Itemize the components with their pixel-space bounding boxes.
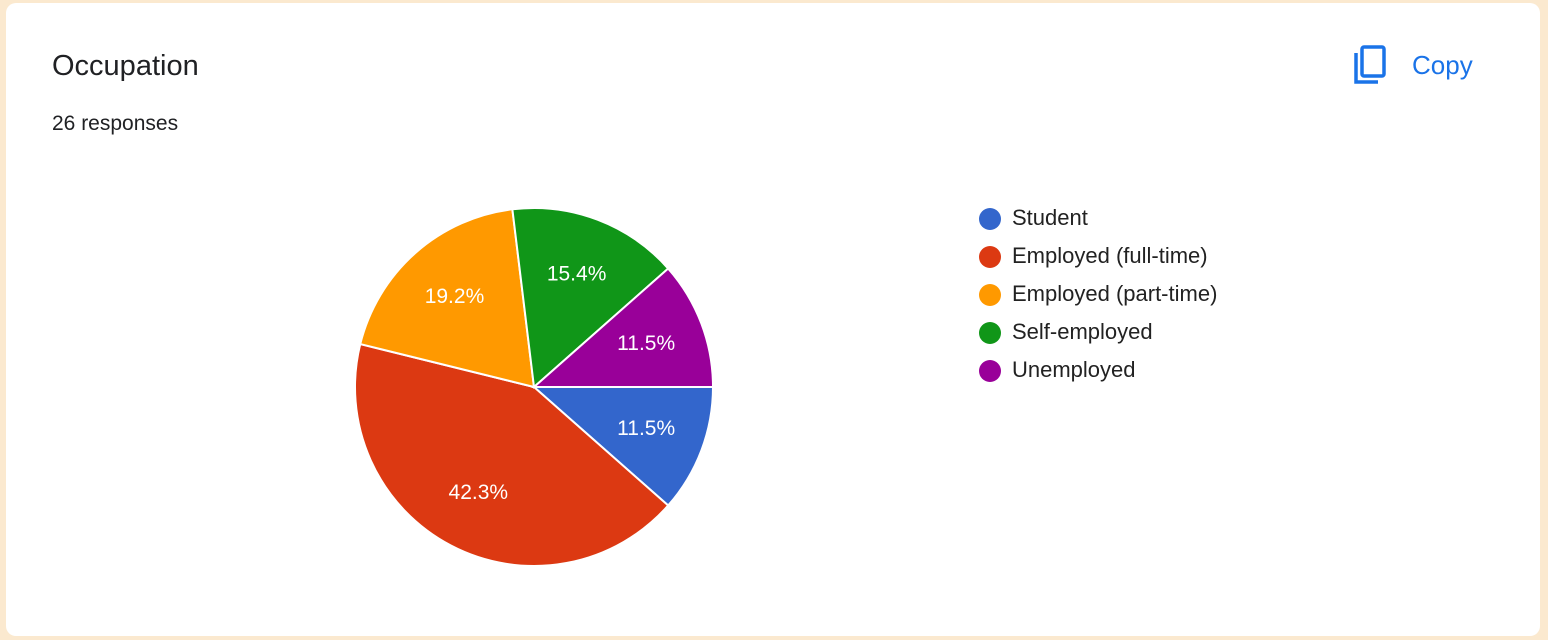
legend-swatch xyxy=(979,208,1001,230)
card: Occupation 26 responses Copy xyxy=(6,3,1540,636)
chart-title: Occupation xyxy=(52,50,199,82)
legend-label: Employed (part-time) xyxy=(1012,281,1217,306)
pie-slice xyxy=(531,267,715,388)
slice-label: 42.3% xyxy=(449,481,509,504)
legend-label: Employed (full-time) xyxy=(1012,243,1208,268)
pie-slice xyxy=(354,342,670,567)
slice-label: 19.2% xyxy=(425,285,485,308)
legend-label: Unemployed xyxy=(1012,357,1136,382)
slice-label: 15.4% xyxy=(547,262,607,285)
legend-swatch xyxy=(979,360,1001,382)
legend-swatch xyxy=(979,246,1001,268)
legend-swatch xyxy=(979,322,1001,344)
copy-label: Copy xyxy=(1412,49,1473,80)
copy-icon xyxy=(1354,45,1386,84)
legend-swatch xyxy=(979,284,1001,306)
legend-label: Student xyxy=(1012,205,1088,230)
copy-button[interactable]: Copy xyxy=(1352,45,1473,85)
pie-slice xyxy=(531,386,715,507)
slice-label: 11.5% xyxy=(617,332,675,355)
pie-slice xyxy=(511,207,670,390)
chart-subtitle: 26 responses xyxy=(52,112,179,135)
legend-label: Self-employed xyxy=(1012,319,1153,344)
pie-slice xyxy=(359,208,536,389)
slice-label: 11.5% xyxy=(617,417,675,440)
